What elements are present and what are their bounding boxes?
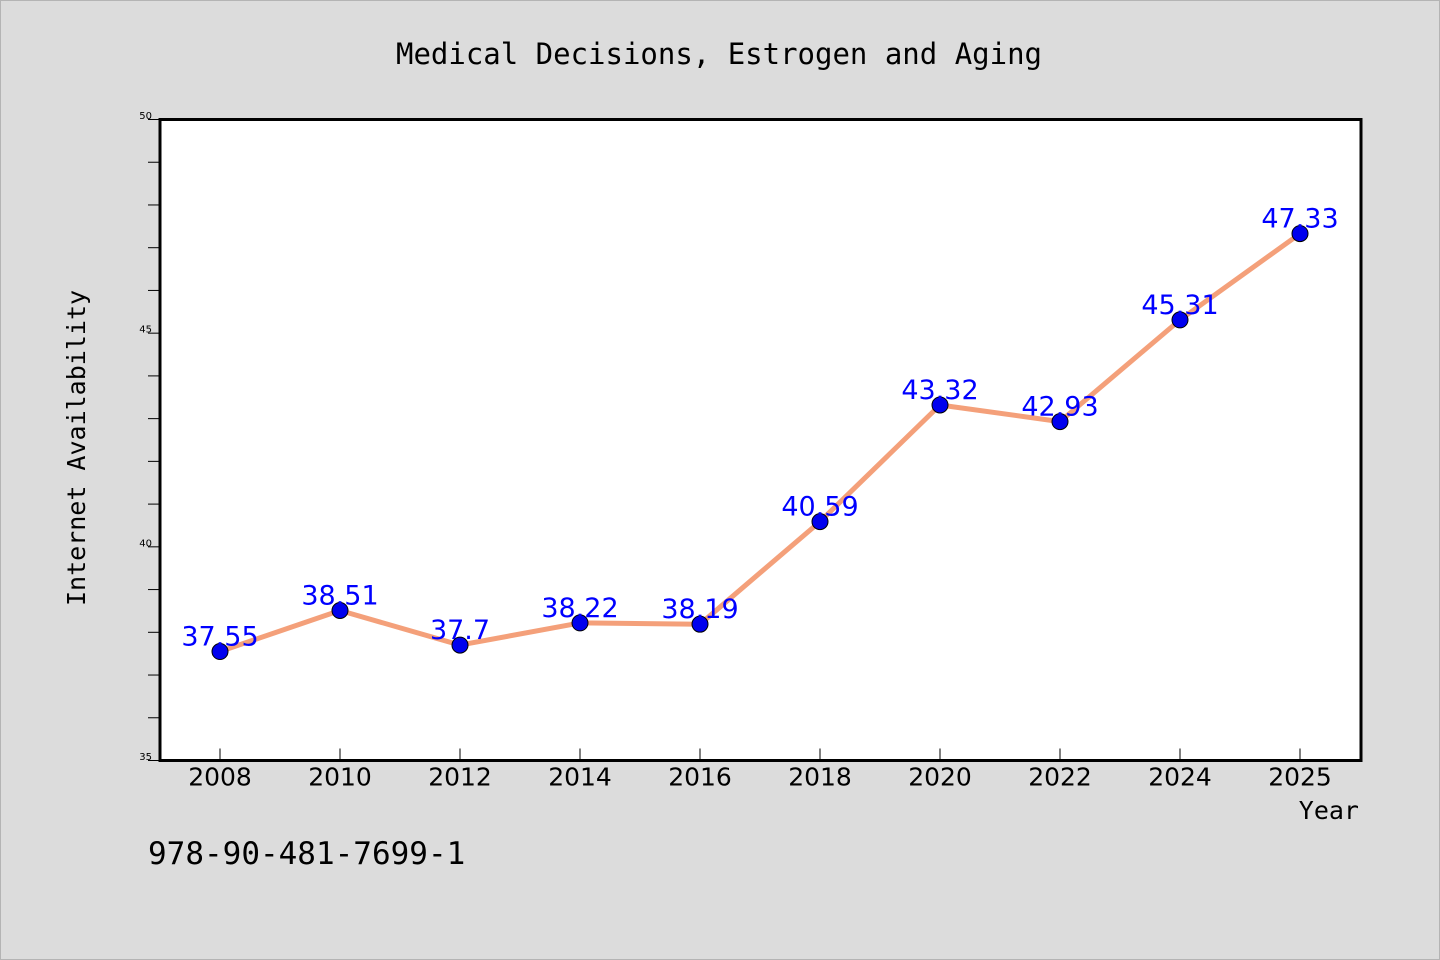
series-line <box>217 231 1303 654</box>
x-tick-label: 2018 <box>788 763 852 792</box>
data-point <box>691 615 709 633</box>
y-tick-label: 45 <box>139 325 152 336</box>
x-tick-label: 2008 <box>188 763 252 792</box>
x-tick-label: 2012 <box>428 763 492 792</box>
data-point <box>211 643 229 661</box>
x-tick-label: 2020 <box>908 763 972 792</box>
data-label: 42.93 <box>1021 392 1098 423</box>
x-axis-label: Year <box>1299 796 1359 825</box>
y-tick-label: 50 <box>139 111 152 122</box>
x-tick-label: 2022 <box>1028 763 1092 792</box>
data-point <box>1051 413 1069 431</box>
data-label: 37.55 <box>181 622 258 653</box>
y-axis-ticks: 35 40 45 50 <box>139 111 160 763</box>
data-point <box>451 636 469 654</box>
data-markers <box>211 225 1309 661</box>
y-tick-label: 35 <box>139 752 152 763</box>
x-tick-label: 2024 <box>1148 763 1212 792</box>
plot-border <box>158 118 1363 762</box>
data-point <box>811 513 829 531</box>
x-axis-ticks: 2008 2010 2012 2014 2016 2018 2020 2022 2024 2025 <box>188 748 1332 792</box>
data-point <box>1171 311 1189 329</box>
plot-area <box>160 119 1361 761</box>
x-tick-label: 2016 <box>668 763 732 792</box>
chart-title: Medical Decisions, Estrogen and Aging <box>396 37 1042 71</box>
data-labels: 37.55 38.51 37.7 38.22 38.19 40.59 43.32 42.93 4… <box>181 204 1338 653</box>
data-label: 40.59 <box>781 492 858 523</box>
x-tick-label: 2010 <box>308 763 372 792</box>
footer-code: 978-90-481-7699-1 <box>148 836 465 872</box>
data-point <box>1291 225 1309 243</box>
data-point <box>931 396 949 414</box>
data-label: 45.31 <box>1141 290 1218 321</box>
y-tick-label: 40 <box>139 538 152 549</box>
data-point <box>571 614 589 632</box>
data-label: 47.33 <box>1261 204 1338 235</box>
data-label: 38.51 <box>301 581 378 612</box>
y-axis-label: Internet Availability <box>62 290 91 606</box>
data-point <box>331 602 349 620</box>
data-label: 38.22 <box>541 593 618 624</box>
x-tick-label: 2014 <box>548 763 612 792</box>
data-label: 37.7 <box>430 615 490 646</box>
x-tick-label: 2025 <box>1268 763 1332 792</box>
data-label: 38.19 <box>661 594 738 625</box>
data-label: 43.32 <box>901 375 978 406</box>
y-minor-ticks <box>148 161 160 719</box>
